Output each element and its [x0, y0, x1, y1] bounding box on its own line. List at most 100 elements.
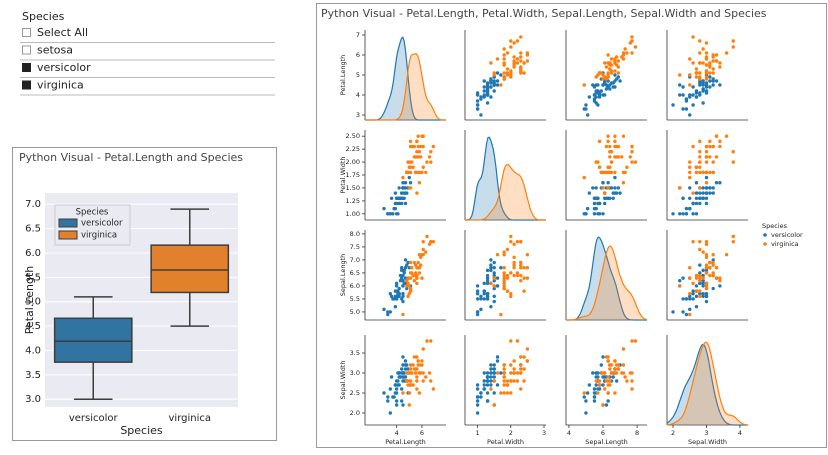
scatter-point [502, 284, 506, 288]
scatter-point [591, 186, 595, 190]
scatter-point [603, 191, 607, 195]
scatter-point [492, 271, 496, 275]
y-tick-label: 5.5 [25, 272, 41, 283]
scatter-point [708, 75, 712, 79]
scatter-point [405, 170, 409, 175]
scatter-point [711, 286, 715, 291]
scatter-point [606, 375, 610, 379]
scatter-point [606, 379, 610, 383]
kde-area [365, 53, 446, 120]
scatter-point [613, 69, 617, 73]
scatter-point [502, 276, 506, 280]
checkbox[interactable] [22, 45, 31, 55]
scatter-point [482, 379, 486, 383]
scatter-point [608, 363, 612, 367]
y-tick-label: 7.0 [350, 256, 360, 264]
scatter-point [421, 240, 425, 244]
scatter-point [405, 379, 409, 383]
scatter-point [400, 266, 404, 270]
scatter-point [701, 279, 705, 283]
scatter-point [704, 170, 709, 175]
scatter-point [694, 284, 699, 288]
scatter-point [621, 170, 626, 175]
scatter-point [401, 175, 405, 180]
scatter-point [386, 212, 390, 216]
scatter-point [515, 339, 520, 343]
scatter-point [525, 51, 530, 55]
scatter-point [502, 391, 506, 395]
scatter-point [519, 266, 523, 270]
scatter-point [405, 363, 409, 367]
scatter-point [398, 273, 403, 278]
scatter-point [393, 294, 398, 299]
checkbox[interactable] [22, 80, 31, 90]
scatter-point [698, 160, 702, 164]
legend-title: Species [762, 222, 788, 230]
scatter-point [704, 41, 709, 45]
y-tick-label: 1.50 [346, 184, 360, 192]
scatter-point [601, 375, 605, 379]
y-tick-label: 7 [356, 31, 360, 39]
x-tick-label: 4 [395, 429, 399, 437]
scatter-point [485, 294, 490, 299]
scatter-point [698, 170, 702, 175]
scatter-point [412, 367, 417, 371]
scatter-point [400, 399, 404, 403]
scatter-point [701, 61, 705, 65]
scatter-point [708, 266, 712, 270]
scatter-point [482, 281, 486, 286]
slicer-title: Species [22, 10, 65, 23]
scatter-point [398, 279, 403, 283]
scatter-point [711, 71, 715, 75]
y-tick-label: 1.25 [346, 197, 360, 205]
scatter-point [694, 294, 699, 299]
scatter-point [597, 165, 602, 169]
scatter-point [630, 379, 634, 383]
slicer-item-label[interactable]: Select All [37, 26, 88, 39]
pair-visual-frame [316, 3, 827, 448]
y-tick-label: 3.5 [350, 349, 360, 357]
scatter-point [394, 281, 399, 286]
scatter-point [411, 363, 415, 367]
scatter-point [397, 371, 401, 375]
scatter-point [489, 263, 493, 267]
checkbox[interactable] [22, 28, 31, 37]
scatter-point [509, 240, 513, 244]
scatter-point [613, 155, 617, 159]
scatter-point [678, 83, 682, 87]
scatter-point [405, 284, 409, 288]
scatter-point [505, 247, 510, 252]
scatter-point [509, 75, 513, 79]
scatter-point [611, 85, 615, 89]
scatter-point [382, 391, 386, 395]
scatter-point [698, 196, 702, 200]
scatter-point [475, 99, 480, 103]
scatter-point [515, 379, 520, 383]
scatter-point [596, 375, 600, 379]
slicer-item-label[interactable]: versicolor [37, 61, 91, 74]
slicer-item-label[interactable]: virginica [37, 79, 84, 92]
scatter-point [515, 371, 520, 375]
scatter-point [698, 191, 702, 195]
scatter-point [711, 260, 715, 265]
scatter-point [475, 403, 480, 407]
scatter-point [485, 371, 490, 375]
scatter-point [489, 95, 493, 99]
scatter-point [597, 379, 602, 383]
checkbox[interactable] [22, 63, 31, 72]
scatter-point [429, 240, 433, 244]
scatter-point [492, 391, 496, 395]
scatter-point [489, 81, 493, 85]
scatter-point [509, 39, 513, 43]
scatter-point [401, 379, 405, 383]
scatter-point [509, 363, 513, 367]
scatter-point [519, 263, 523, 267]
scatter-point [401, 273, 405, 278]
scatter-point [618, 191, 622, 195]
slicer-item-label[interactable]: setosa [37, 44, 73, 57]
scatter-point [601, 186, 605, 190]
scatter-point [401, 299, 405, 304]
x-tick-label: 4 [738, 429, 742, 437]
scatter-point [408, 383, 413, 387]
scatter-point [475, 399, 480, 403]
